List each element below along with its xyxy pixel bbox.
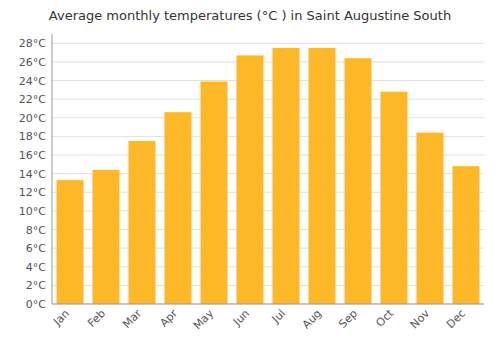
y-tick-label: 24°C [19, 75, 46, 88]
y-tick-label: 6°C [26, 242, 46, 255]
y-tick-label: 12°C [19, 186, 46, 199]
bar [201, 81, 228, 304]
y-grid [52, 43, 484, 304]
x-tick-label: Jan [50, 307, 72, 329]
title: Average monthly temperatures (°C ) in Sa… [49, 8, 451, 23]
y-tick-label: 18°C [19, 130, 46, 143]
bar [57, 180, 84, 304]
x-tick-label: Jul [269, 307, 288, 326]
bar [309, 48, 336, 304]
y-tick-label: 10°C [19, 205, 46, 218]
grid-line [52, 99, 484, 100]
chart: Average monthly temperatures (°C ) in Sa… [0, 0, 500, 350]
x-tick-label: Aug [300, 307, 324, 331]
x-tick-label: Jun [230, 307, 252, 329]
y-tick-label: 22°C [19, 93, 46, 106]
y-tick-label: 8°C [26, 224, 46, 237]
bar [453, 166, 480, 304]
x-tick-labels: Jan Feb Mar Apr May Jun Jul Aug Sep Oct Nov Dec [50, 306, 468, 332]
x-tick-label: Nov [408, 307, 433, 332]
y-tick-label: 26°C [19, 56, 46, 69]
bar [273, 48, 300, 304]
y-tick-label: 14°C [19, 168, 46, 181]
x-axis-line [52, 304, 484, 305]
x-tick-label: Feb [85, 307, 108, 330]
x-tick-label: Sep [336, 307, 360, 331]
bar [381, 92, 408, 304]
y-tick-labels: 0°C 2°C 4°C 6°C 8°C 10°C 12°C 14°C 16°C 18°C 20°C 2… [19, 37, 46, 311]
y-tick-label: 0°C [26, 298, 46, 311]
grid-line [52, 61, 484, 62]
bar [237, 55, 264, 304]
chart-container: Average monthly temperatures (°C ) in Sa… [0, 0, 500, 350]
grid-line [52, 80, 484, 81]
y-tick-label: 28°C [19, 37, 46, 50]
x-tick-label: Mar [120, 307, 144, 331]
y-tick-label: 20°C [19, 112, 46, 125]
y-axis-line [52, 34, 53, 304]
grid-line [52, 43, 484, 44]
grid-line [52, 304, 484, 305]
bar [93, 170, 120, 304]
grid-line [52, 117, 484, 118]
x-tick-label: May [191, 307, 217, 333]
x-tick-label: Dec [444, 307, 468, 331]
bars [57, 48, 480, 304]
bar [417, 133, 444, 304]
y-tick-label: 16°C [19, 149, 46, 162]
x-tick-label: Oct [373, 306, 396, 329]
y-tick-label: 2°C [26, 279, 46, 292]
y-tick-label: 4°C [26, 261, 46, 274]
bar [129, 141, 156, 304]
x-tick-label: Apr [157, 307, 180, 330]
bar [345, 58, 372, 304]
bar [165, 112, 192, 304]
